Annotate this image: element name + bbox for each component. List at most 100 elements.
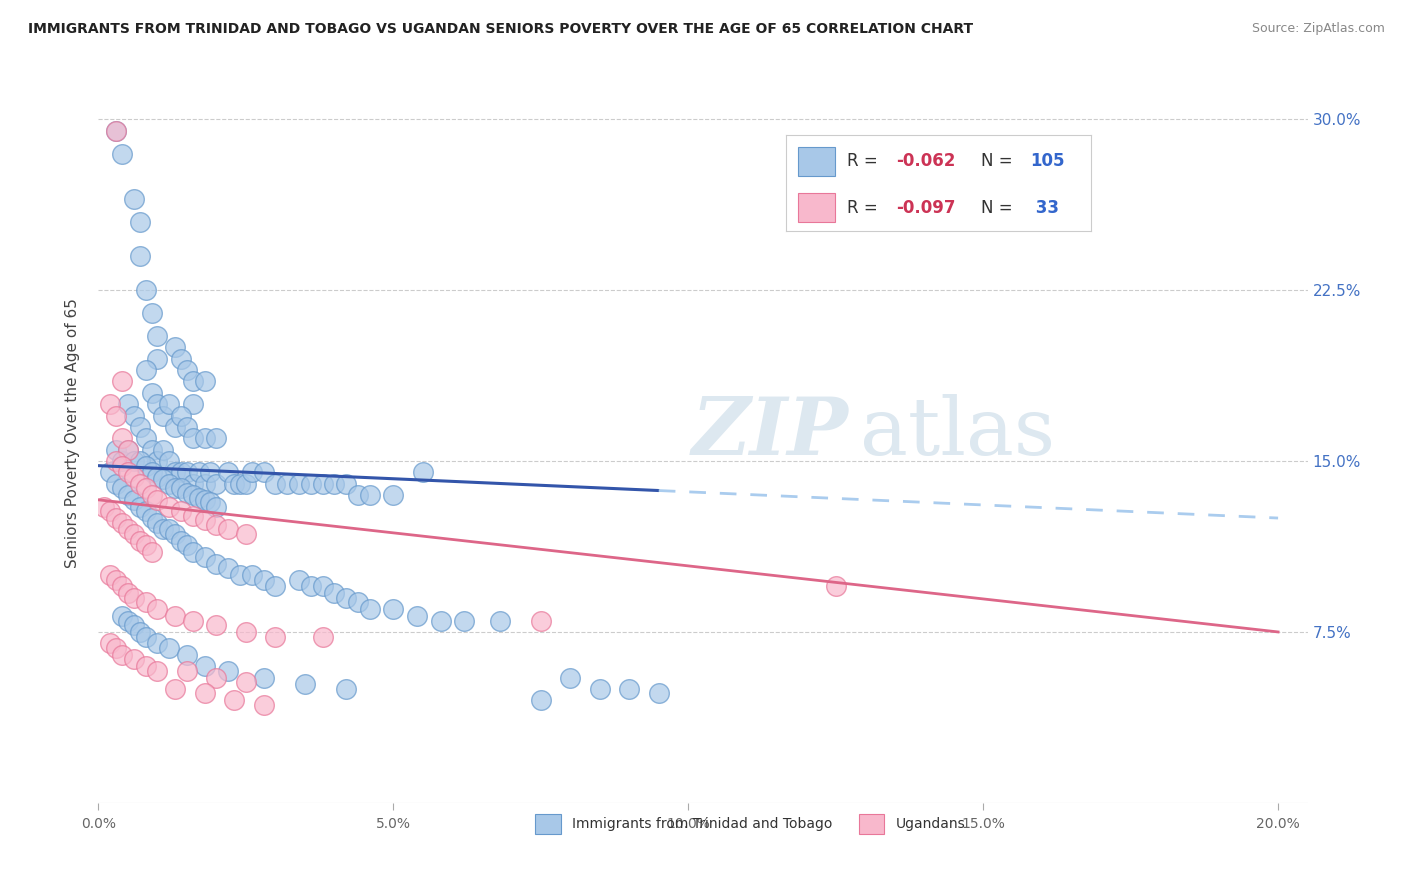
Point: [128, 420, 150, 434]
Point: [98, 504, 121, 518]
Point: [105, 454, 128, 468]
Point: [111, 454, 134, 468]
Point: [276, 476, 298, 491]
Point: [648, 686, 671, 700]
Point: [98, 568, 121, 582]
Point: [264, 476, 287, 491]
Point: [135, 458, 157, 473]
Point: [176, 466, 198, 480]
Point: [111, 482, 134, 496]
Point: [122, 492, 145, 507]
Point: [111, 609, 134, 624]
Point: [222, 476, 245, 491]
Text: Ugandans: Ugandans: [896, 817, 965, 831]
Point: [152, 442, 174, 457]
Point: [347, 595, 370, 609]
Point: [135, 659, 157, 673]
Text: -0.062: -0.062: [896, 153, 955, 170]
Point: [122, 470, 145, 484]
Point: [117, 614, 139, 628]
Point: [589, 681, 612, 696]
Point: [111, 648, 134, 662]
Point: [135, 630, 157, 644]
Point: [288, 573, 311, 587]
Text: ZIP: ZIP: [692, 394, 848, 471]
Point: [146, 397, 169, 411]
Point: [111, 579, 134, 593]
Point: [128, 533, 150, 548]
Point: [205, 517, 228, 532]
Point: [194, 549, 217, 564]
Point: [157, 500, 180, 514]
Point: [135, 595, 157, 609]
Point: [135, 538, 157, 552]
Point: [240, 466, 263, 480]
Point: [194, 431, 217, 445]
Point: [170, 409, 193, 423]
Point: [111, 375, 134, 389]
Point: [165, 482, 187, 496]
Point: [453, 614, 475, 628]
Point: [105, 442, 128, 457]
Point: [252, 466, 274, 480]
Point: [205, 618, 228, 632]
Point: [187, 466, 209, 480]
Point: [152, 472, 174, 486]
Point: [187, 491, 209, 505]
Point: [135, 363, 157, 377]
Point: [128, 500, 150, 514]
Point: [382, 488, 405, 502]
Point: [181, 508, 204, 523]
Point: [252, 698, 274, 712]
Point: [299, 579, 322, 593]
Point: [122, 527, 145, 541]
Point: [105, 476, 128, 491]
FancyBboxPatch shape: [799, 147, 835, 176]
Point: [146, 470, 169, 484]
Point: [382, 602, 405, 616]
Point: [359, 602, 381, 616]
Point: [98, 466, 121, 480]
Point: [165, 420, 187, 434]
Point: [135, 504, 157, 518]
Point: [117, 442, 139, 457]
Point: [264, 630, 287, 644]
Point: [299, 476, 322, 491]
Point: [111, 431, 134, 445]
Point: [128, 215, 150, 229]
Point: [222, 693, 245, 707]
Point: [176, 486, 198, 500]
Point: [170, 533, 193, 548]
Point: [128, 624, 150, 639]
Point: [217, 561, 239, 575]
Point: [128, 454, 150, 468]
Point: [122, 618, 145, 632]
Point: [122, 591, 145, 605]
Point: [264, 579, 287, 593]
Point: [205, 431, 228, 445]
Point: [176, 538, 198, 552]
Point: [146, 516, 169, 530]
Point: [117, 586, 139, 600]
Text: 105: 105: [1031, 153, 1064, 170]
Point: [235, 527, 257, 541]
Point: [128, 249, 150, 263]
Point: [157, 476, 180, 491]
Point: [560, 671, 582, 685]
Point: [128, 476, 150, 491]
Point: [530, 693, 553, 707]
Point: [105, 573, 128, 587]
Text: IMMIGRANTS FROM TRINIDAD AND TOBAGO VS UGANDAN SENIORS POVERTY OVER THE AGE OF 6: IMMIGRANTS FROM TRINIDAD AND TOBAGO VS U…: [28, 22, 973, 37]
Point: [117, 466, 139, 480]
Point: [146, 636, 169, 650]
Point: [530, 614, 553, 628]
Point: [122, 409, 145, 423]
Point: [105, 124, 128, 138]
Point: [176, 363, 198, 377]
Point: [141, 545, 163, 559]
Point: [152, 523, 174, 537]
Point: [217, 466, 239, 480]
Point: [165, 466, 187, 480]
Point: [117, 442, 139, 457]
Text: Source: ZipAtlas.com: Source: ZipAtlas.com: [1251, 22, 1385, 36]
